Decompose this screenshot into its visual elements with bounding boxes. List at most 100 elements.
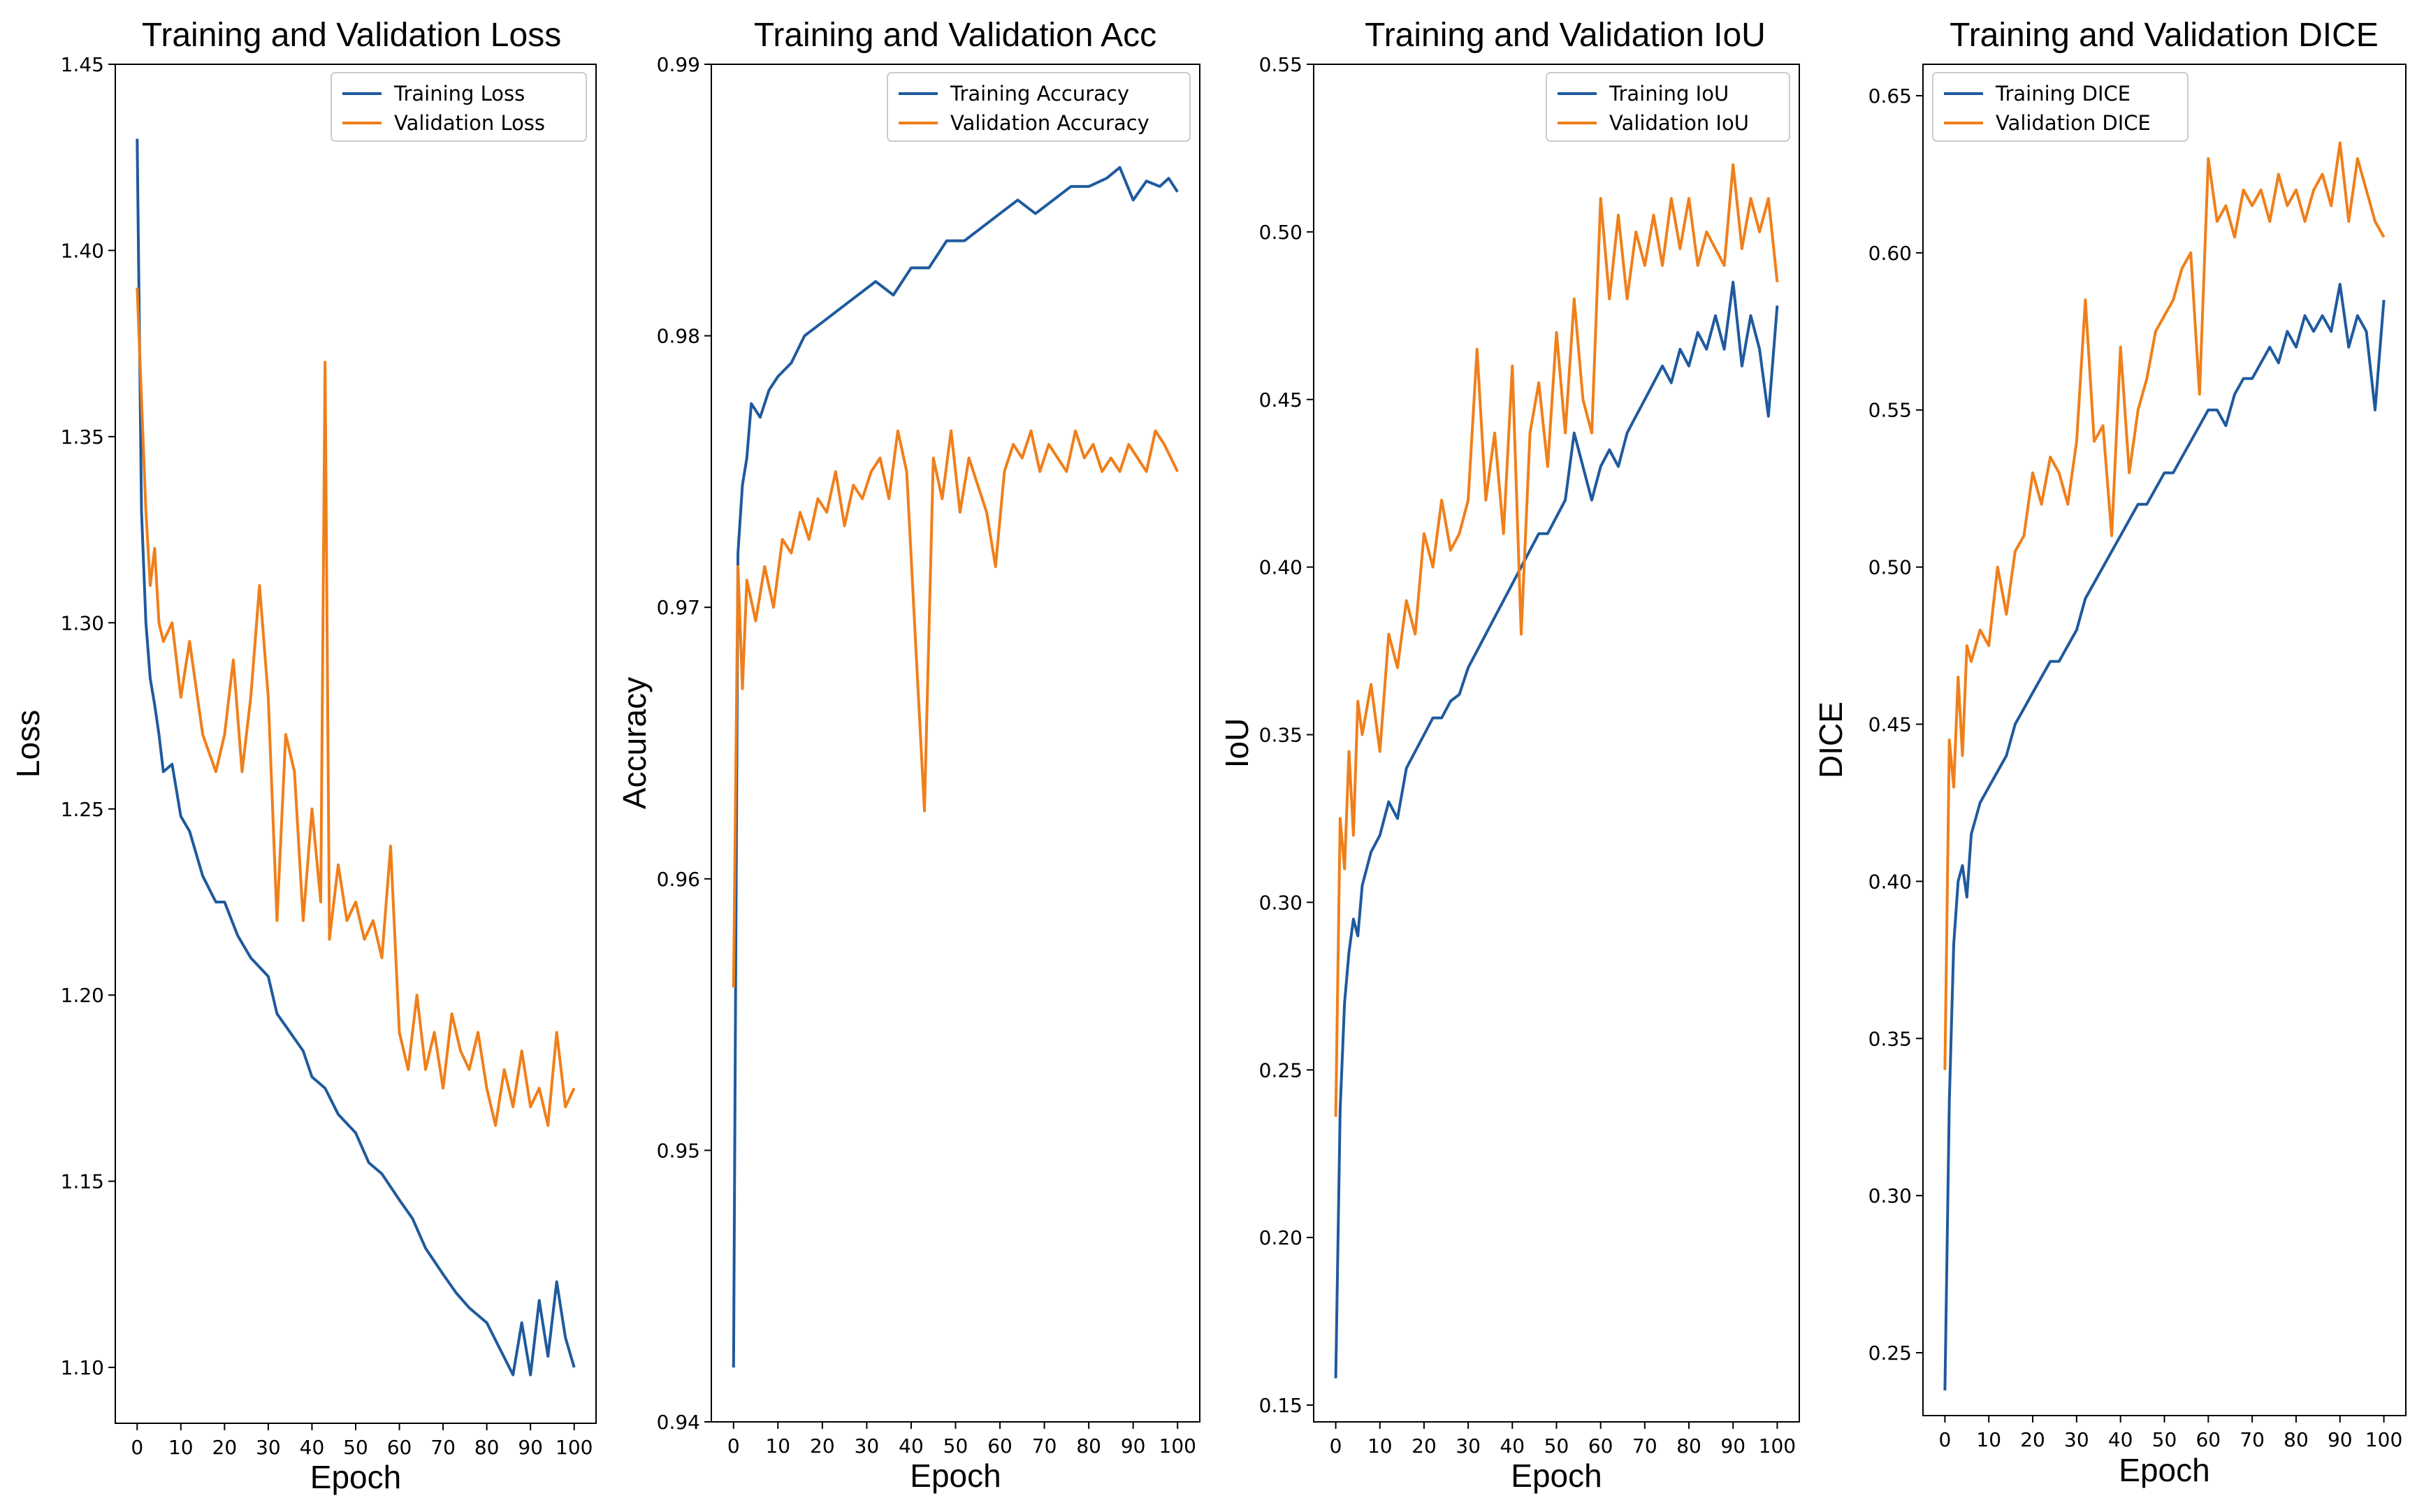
x-axis-label: Epoch — [1511, 1458, 1602, 1494]
x-tick-label: 50 — [943, 1434, 968, 1458]
y-tick-label: 1.20 — [61, 984, 104, 1007]
y-axis-label: DICE — [1813, 702, 1849, 778]
y-axis-label: IoU — [1219, 718, 1255, 769]
y-tick-label: 0.50 — [1868, 556, 1912, 579]
x-tick-label: 90 — [2328, 1428, 2353, 1451]
x-tick-label: 100 — [1159, 1434, 1196, 1458]
x-tick-label: 0 — [1330, 1434, 1342, 1458]
x-tick-label: 70 — [1032, 1434, 1057, 1458]
chart-panel-1: Training and Validation Loss 0 10 20 30 40 50 6… — [10, 17, 597, 1495]
y-tick-label: 0.60 — [1868, 242, 1912, 265]
y-tick-label: 0.95 — [657, 1139, 700, 1162]
x-tick-label: 80 — [1676, 1434, 1701, 1458]
axes-frame — [1922, 64, 2407, 1416]
x-tick-label: 90 — [1720, 1434, 1745, 1458]
y-tick-label: 1.15 — [61, 1170, 104, 1193]
axes-frame — [711, 64, 1200, 1423]
x-tick-label: 20 — [1411, 1434, 1437, 1458]
y-axis-label: Accuracy — [616, 677, 653, 809]
x-tick-label: 50 — [2152, 1428, 2177, 1451]
x-tick-label: 80 — [474, 1436, 500, 1459]
x-tick-label: 90 — [1121, 1434, 1146, 1458]
x-tick-label: 30 — [1456, 1434, 1481, 1458]
y-tick-label: 0.50 — [1259, 221, 1302, 244]
y-tick-label: 0.96 — [657, 868, 700, 891]
x-tick-label: 40 — [1500, 1434, 1525, 1458]
legend: Training IoU Validation IoU — [1546, 72, 1790, 142]
axes-frame — [1313, 64, 1800, 1423]
series-line-training — [1943, 282, 2386, 1391]
legend-box — [1932, 72, 2189, 142]
x-tick-label: 40 — [899, 1434, 924, 1458]
y-tick-label: 0.30 — [1868, 1184, 1912, 1207]
x-tick-label: 20 — [2020, 1428, 2045, 1451]
y-tick-label: 1.35 — [61, 426, 104, 449]
legend: Training DICE Validation DICE — [1932, 72, 2189, 142]
x-tick-label: 30 — [855, 1434, 880, 1458]
series-line-training — [1334, 280, 1779, 1379]
x-tick-label: 10 — [765, 1434, 790, 1458]
y-tick-label: 0.15 — [1259, 1394, 1302, 1417]
chart-title: Training and Validation Acc — [754, 17, 1156, 54]
series-line-validation — [136, 287, 576, 1127]
legend-entry: Training DICE — [1995, 82, 2131, 106]
x-tick-label: 50 — [343, 1436, 368, 1459]
series-line-training — [136, 138, 576, 1376]
y-tick-label: 1.30 — [61, 611, 104, 634]
x-tick-label: 10 — [168, 1436, 194, 1459]
series-line-validation — [1943, 141, 2386, 1070]
chart-panel-2: Training and Validation Acc 0 10 20 30 40 50 60… — [616, 17, 1200, 1494]
x-tick-label: 100 — [2365, 1428, 2402, 1451]
x-tick-label: 60 — [987, 1434, 1012, 1458]
x-tick-label: 10 — [1367, 1434, 1393, 1458]
y-tick-label: 0.20 — [1259, 1226, 1302, 1249]
x-tick-label: 80 — [2284, 1428, 2309, 1451]
legend-box — [887, 72, 1191, 142]
y-tick-label: 0.98 — [657, 325, 700, 348]
x-axis-label: Epoch — [2119, 1452, 2209, 1488]
x-tick-label: 40 — [2108, 1428, 2133, 1451]
x-tick-label: 30 — [256, 1436, 281, 1459]
x-tick-label: 30 — [2064, 1428, 2089, 1451]
y-tick-label: 0.55 — [1259, 53, 1302, 76]
chart-title: Training and Validation Loss — [142, 17, 561, 54]
y-tick-label: 0.40 — [1868, 870, 1912, 893]
x-tick-label: 40 — [300, 1436, 325, 1459]
legend-box — [1546, 72, 1790, 142]
y-tick-label: 0.35 — [1259, 724, 1302, 747]
axes-frame — [115, 64, 597, 1424]
y-tick-label: 0.35 — [1868, 1027, 1912, 1050]
x-tick-label: 100 — [556, 1436, 593, 1459]
x-tick-label: 0 — [131, 1436, 143, 1459]
legend-entry: Training Loss — [393, 82, 525, 106]
x-tick-label: 20 — [810, 1434, 835, 1458]
legend-entry: Validation Accuracy — [950, 111, 1149, 135]
legend: Training Loss Validation Loss — [331, 72, 587, 142]
legend-entry: Training Accuracy — [950, 82, 1129, 106]
x-tick-label: 20 — [212, 1436, 238, 1459]
y-tick-label: 0.45 — [1259, 388, 1302, 412]
x-tick-label: 60 — [387, 1436, 412, 1459]
y-tick-label: 0.25 — [1868, 1342, 1912, 1365]
chart-panel-3: Training and Validation IoU 0 10 20 30 40 50 60… — [1219, 17, 1800, 1494]
y-tick-label: 0.97 — [657, 596, 700, 619]
legend-entry: Validation Loss — [394, 111, 545, 135]
x-tick-label: 0 — [727, 1434, 740, 1458]
y-tick-label: 1.40 — [61, 239, 104, 262]
legend-entry: Validation DICE — [1996, 111, 2151, 135]
x-axis-label: Epoch — [910, 1458, 1001, 1494]
legend-entry: Validation IoU — [1609, 111, 1749, 135]
y-tick-label: 0.30 — [1259, 891, 1302, 914]
y-tick-label: 1.45 — [61, 53, 104, 76]
series-line-training — [732, 166, 1179, 1368]
x-tick-label: 70 — [430, 1436, 456, 1459]
legend-entry: Training IoU — [1609, 82, 1729, 106]
x-tick-label: 60 — [2195, 1428, 2221, 1451]
x-tick-label: 100 — [1759, 1434, 1796, 1458]
y-tick-label: 0.55 — [1868, 399, 1912, 422]
y-tick-label: 1.10 — [61, 1356, 104, 1379]
x-tick-label: 60 — [1588, 1434, 1613, 1458]
x-tick-label: 90 — [518, 1436, 543, 1459]
chart-panel-4: Training and Validation DICE 0 10 20 30 40 50 6… — [1813, 17, 2407, 1488]
